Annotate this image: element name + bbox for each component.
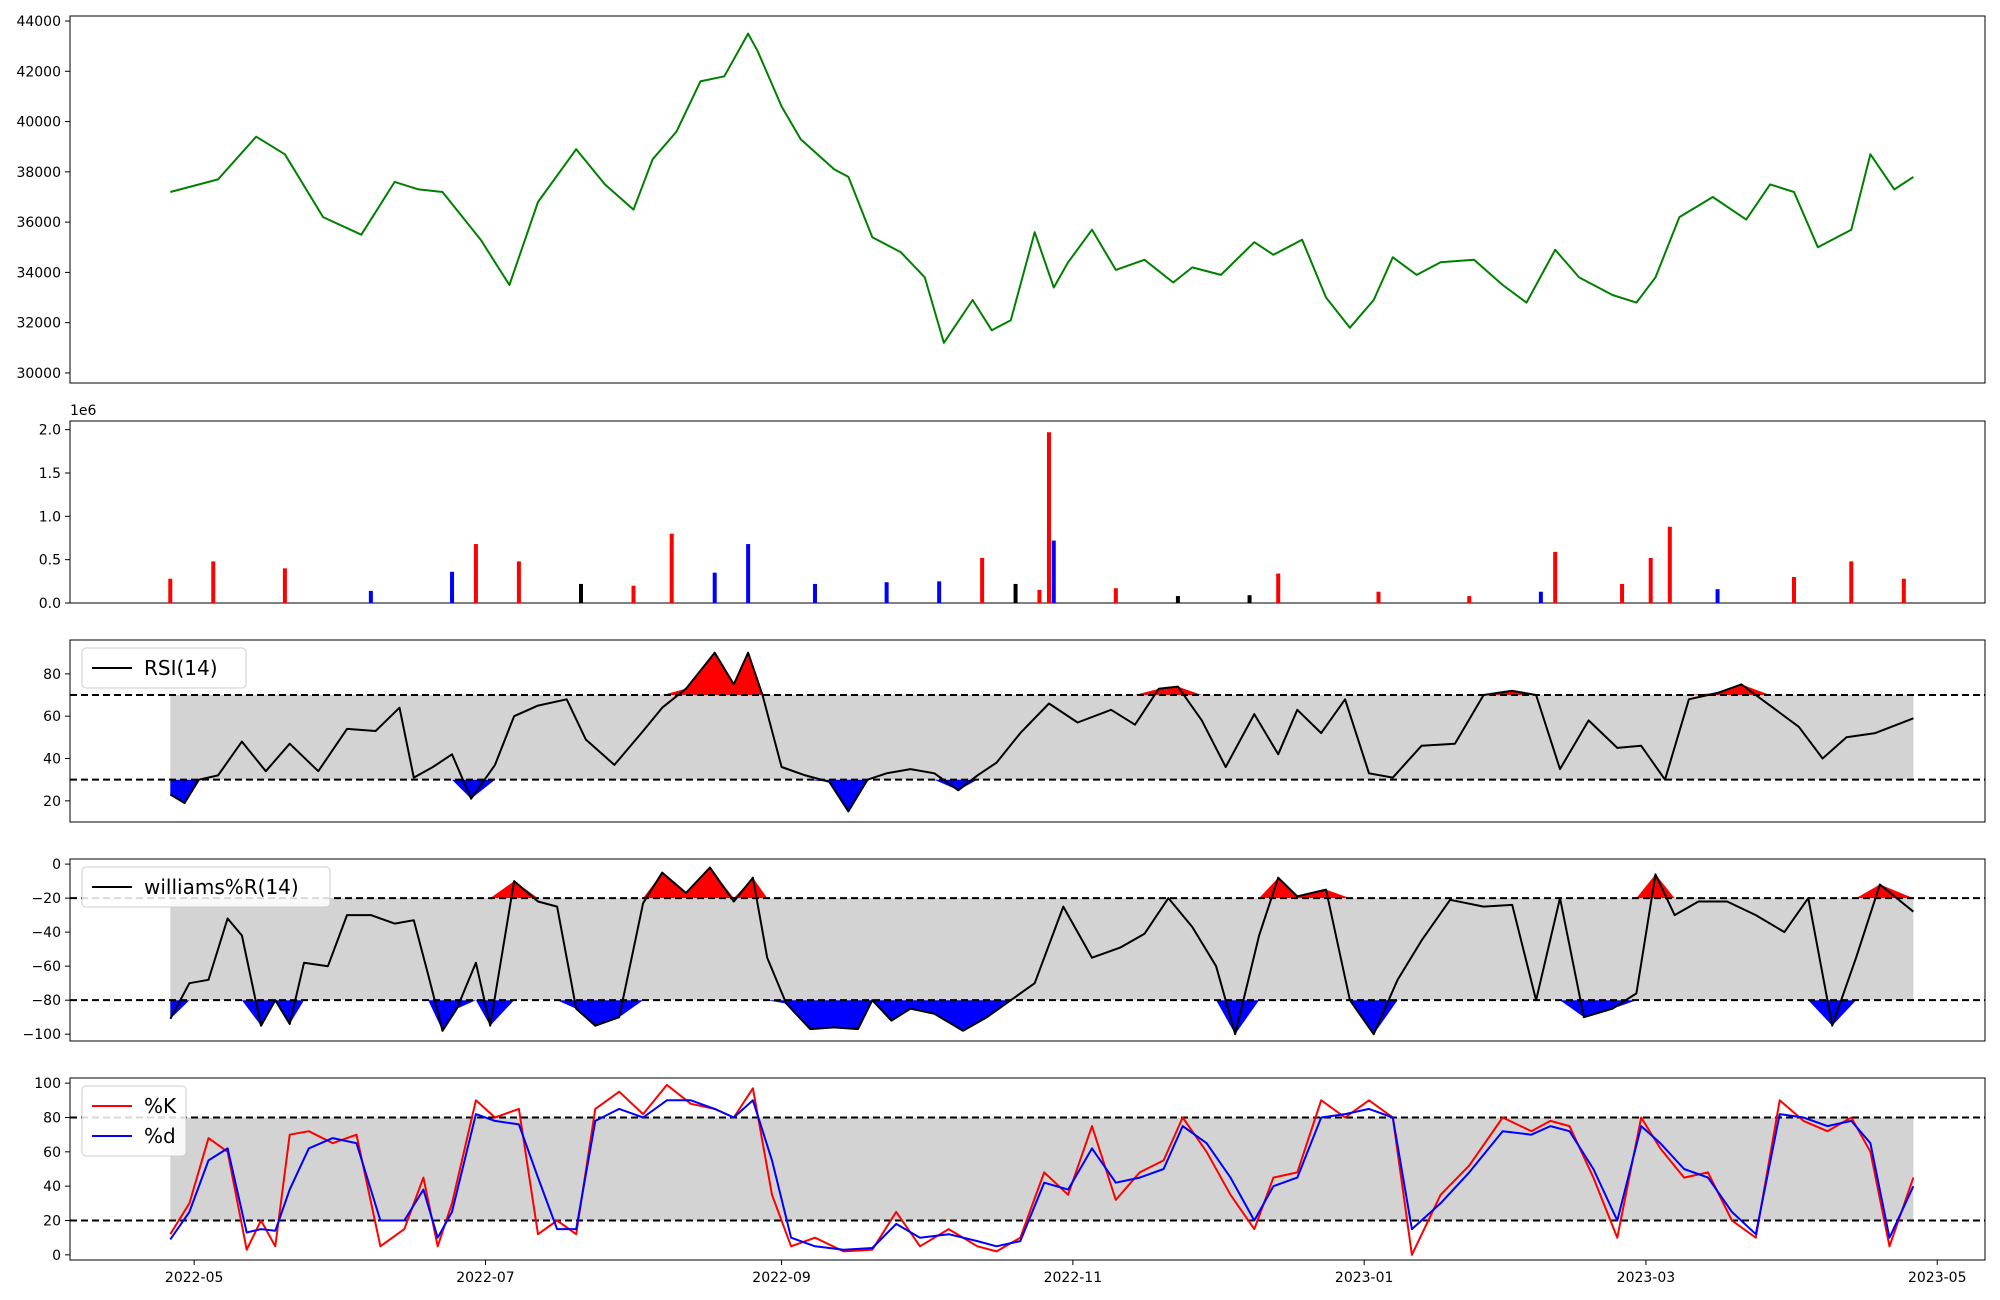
volume-bar: [1667, 526, 1672, 603]
volume-bar: [450, 571, 455, 603]
stochastic-ytick-label: 100: [34, 1076, 61, 1092]
volume-bar: [1276, 573, 1281, 603]
volume-bar: [1376, 591, 1381, 603]
volume-bar: [712, 572, 717, 603]
volume-ytick-label: 0.0: [39, 596, 61, 612]
price-ytick-label: 30000: [16, 366, 61, 382]
volume-bar: [1901, 578, 1906, 603]
volume-multiplier-label: 1e6: [70, 403, 97, 419]
volume-bar: [1113, 588, 1118, 603]
stochastic-legend-box: [81, 1085, 187, 1157]
rsi-ytick-label: 20: [43, 794, 61, 810]
rsi-ytick-label: 80: [43, 667, 61, 683]
price-ytick-label: 44000: [16, 14, 61, 30]
volume-bar: [1791, 577, 1796, 603]
x-tick-label: 2022-11: [1044, 1270, 1103, 1286]
x-tick-label: 2022-05: [165, 1270, 224, 1286]
stochastic-legend-label: %d: [144, 1124, 176, 1148]
rsi-legend-label: RSI(14): [144, 656, 218, 680]
volume-bar: [980, 557, 985, 603]
williams-oversold-fill: [170, 1000, 1914, 1035]
volume-axes-frame: [69, 420, 1986, 604]
price-series-line: [170, 32, 1914, 344]
volume-bar: [1051, 540, 1056, 603]
williams-ytick-label: −40: [31, 925, 61, 941]
rsi-overbought-fill: [170, 652, 1914, 695]
rsi-series-line: [169, 651, 1914, 813]
rsi-ytick-label: 40: [43, 752, 61, 768]
volume-bar: [1175, 596, 1180, 603]
volume-bar: [1037, 590, 1042, 603]
stochastic-d-line: [169, 1099, 1915, 1251]
volume-ytick-label: 2.0: [39, 423, 61, 439]
x-tick-label: 2022-07: [456, 1270, 515, 1286]
volume-bar: [631, 585, 636, 603]
volume-ytick-label: 1.5: [39, 466, 61, 482]
volume-bar: [282, 568, 287, 603]
price-axes-frame: [69, 15, 1986, 384]
volume-bar: [1046, 432, 1051, 603]
volume-bar: [578, 583, 583, 603]
williams-ytick-label: −80: [31, 993, 61, 1009]
x-tick-label: 2023-05: [1908, 1270, 1967, 1286]
volume-bar: [473, 544, 478, 603]
price-ytick-label: 40000: [16, 115, 61, 131]
volume-bar: [884, 582, 889, 603]
volume-bar: [1849, 561, 1854, 603]
volume-bar: [669, 533, 674, 603]
volume-bar: [1648, 557, 1653, 603]
price-ytick-label: 32000: [16, 316, 61, 332]
williams-ytick-label: −20: [31, 891, 61, 907]
stochastic-ytick-label: 80: [43, 1110, 61, 1126]
volume-bar: [211, 561, 216, 603]
volume-bar: [1247, 595, 1252, 603]
williams-axes-frame: [69, 858, 1986, 1042]
volume-bar: [168, 578, 173, 603]
price-ytick-label: 34000: [16, 265, 61, 281]
rsi-ytick-label: 60: [43, 709, 61, 725]
rsi-axes-frame: [69, 639, 1986, 823]
williams-ytick-label: −100: [23, 1027, 61, 1043]
volume-bar: [746, 544, 751, 603]
volume-bar: [1538, 591, 1543, 603]
stochastic-ytick-label: 20: [43, 1214, 61, 1230]
williams-series-line: [169, 866, 1915, 1036]
price-ytick-label: 42000: [16, 64, 61, 80]
stochastic-legend-label: %K: [144, 1094, 177, 1118]
williams-legend-label: williams%R(14): [144, 875, 299, 899]
williams-ytick-label: 0: [52, 857, 61, 873]
volume-bar: [1013, 583, 1018, 603]
volume-bar: [1467, 596, 1472, 603]
williams-ytick-label: −60: [31, 959, 61, 975]
x-tick-label: 2023-01: [1335, 1270, 1394, 1286]
stochastic-ytick-label: 60: [43, 1145, 61, 1161]
volume-bar: [812, 583, 817, 603]
x-tick-label: 2023-03: [1617, 1270, 1676, 1286]
williams-legend-box: [81, 866, 331, 908]
volume-bar: [1620, 583, 1625, 603]
rsi-oversold-fill: [170, 779, 1914, 812]
rsi-legend-box: [81, 647, 247, 689]
volume-bar: [937, 581, 942, 603]
williams-neutral-band: [170, 898, 1914, 1001]
volume-bar: [516, 561, 521, 603]
price-ytick-label: 36000: [16, 215, 61, 231]
price-ytick-label: 38000: [16, 165, 61, 181]
volume-ytick-label: 1.0: [39, 509, 61, 525]
stochastic-k-line: [169, 1083, 1915, 1256]
volume-bar: [1715, 589, 1720, 603]
volume-bar: [1553, 551, 1558, 603]
volume-bar: [368, 590, 373, 603]
stochastic-ytick-label: 40: [43, 1179, 61, 1195]
x-tick-label: 2022-09: [752, 1270, 811, 1286]
stochastic-ytick-label: 0: [52, 1248, 61, 1264]
volume-ytick-label: 0.5: [39, 553, 61, 569]
rsi-neutral-band: [170, 695, 1914, 780]
stochastic-axes-frame: [69, 1077, 1986, 1261]
